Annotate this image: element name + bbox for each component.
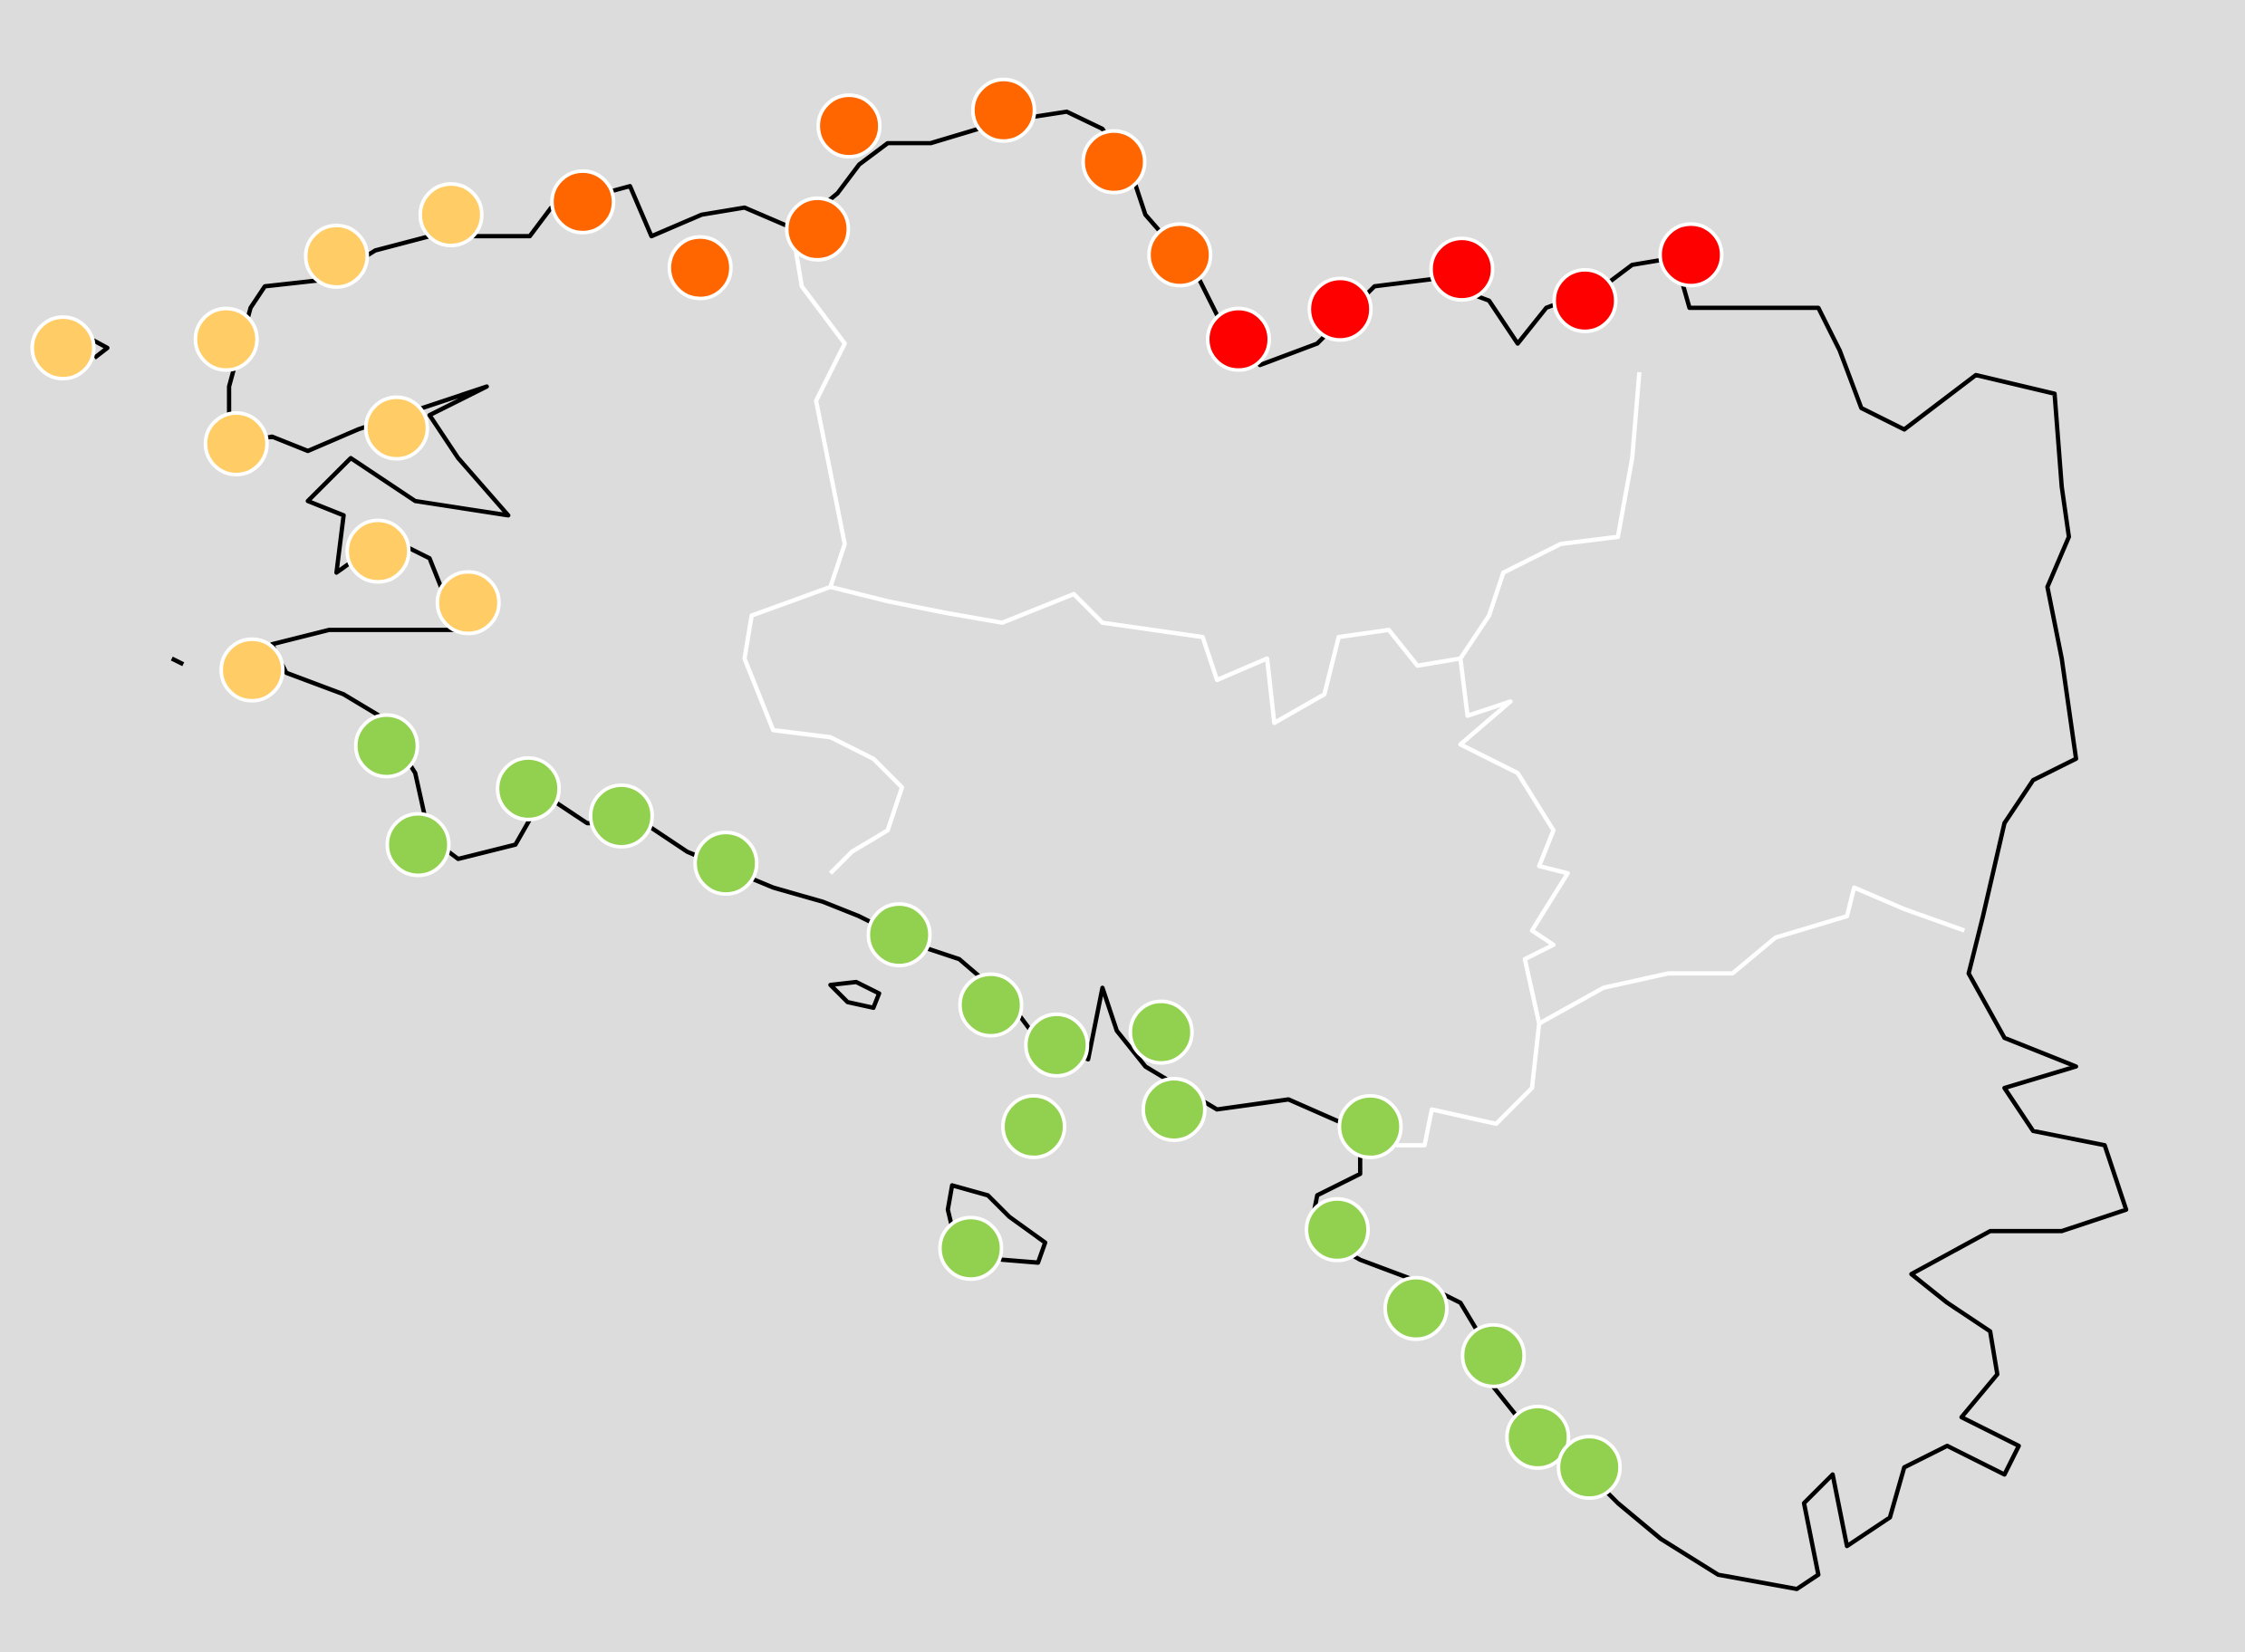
- station-marker-green[interactable]: [693, 831, 759, 897]
- department-border: [1395, 658, 1570, 1148]
- station-marker-red[interactable]: [1658, 222, 1724, 288]
- station-marker-red[interactable]: [1206, 306, 1271, 372]
- station-marker-light-orange[interactable]: [203, 411, 269, 476]
- station-marker-green[interactable]: [353, 713, 419, 779]
- coastline: [87, 109, 2129, 1591]
- department-border: [792, 243, 1642, 725]
- station-markers: [30, 77, 1724, 1501]
- station-marker-green[interactable]: [1337, 1093, 1403, 1159]
- station-marker-green[interactable]: [1128, 999, 1194, 1065]
- station-marker-light-orange[interactable]: [30, 315, 96, 381]
- station-marker-light-orange[interactable]: [345, 518, 411, 584]
- station-marker-light-orange[interactable]: [193, 306, 259, 372]
- station-marker-orange[interactable]: [1147, 222, 1213, 288]
- station-marker-light-orange[interactable]: [435, 570, 501, 636]
- station-marker-red[interactable]: [1429, 236, 1495, 303]
- station-marker-green[interactable]: [496, 755, 562, 821]
- island-outline: [945, 1183, 1048, 1265]
- station-marker-green[interactable]: [385, 812, 451, 878]
- station-marker-red[interactable]: [1552, 267, 1618, 333]
- island-outline: [828, 979, 882, 1011]
- station-marker-green[interactable]: [1460, 1322, 1527, 1388]
- department-border: [742, 584, 904, 875]
- department-borders: [742, 243, 1966, 1148]
- station-marker-orange[interactable]: [1081, 129, 1147, 195]
- station-marker-green[interactable]: [1383, 1275, 1449, 1341]
- station-marker-orange[interactable]: [816, 93, 882, 159]
- station-marker-green[interactable]: [1505, 1404, 1571, 1470]
- station-marker-green[interactable]: [1305, 1196, 1371, 1263]
- station-marker-green[interactable]: [1024, 1012, 1090, 1078]
- station-marker-light-orange[interactable]: [304, 223, 370, 289]
- station-marker-green[interactable]: [958, 972, 1024, 1038]
- island-outline: [170, 656, 185, 667]
- island-outline: [87, 335, 110, 360]
- station-marker-green[interactable]: [1141, 1076, 1207, 1142]
- station-marker-orange[interactable]: [550, 168, 616, 235]
- station-marker-green[interactable]: [938, 1215, 1004, 1282]
- station-marker-green[interactable]: [588, 783, 654, 849]
- department-border: [1537, 885, 1966, 1026]
- station-marker-green[interactable]: [1001, 1093, 1066, 1159]
- station-marker-red[interactable]: [1307, 276, 1373, 342]
- station-marker-light-orange[interactable]: [363, 395, 429, 461]
- station-marker-light-orange[interactable]: [418, 182, 484, 248]
- station-marker-orange[interactable]: [667, 235, 733, 301]
- station-marker-green[interactable]: [866, 902, 932, 968]
- station-marker-green[interactable]: [1556, 1435, 1623, 1501]
- coastline-mainland: [226, 109, 2129, 1591]
- station-marker-light-orange[interactable]: [219, 637, 285, 703]
- station-marker-orange[interactable]: [785, 196, 851, 262]
- station-marker-orange[interactable]: [970, 77, 1036, 143]
